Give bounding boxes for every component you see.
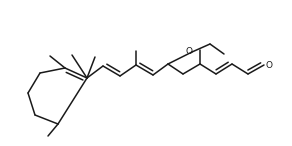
Text: O: O bbox=[185, 46, 192, 55]
Text: O: O bbox=[265, 60, 272, 69]
